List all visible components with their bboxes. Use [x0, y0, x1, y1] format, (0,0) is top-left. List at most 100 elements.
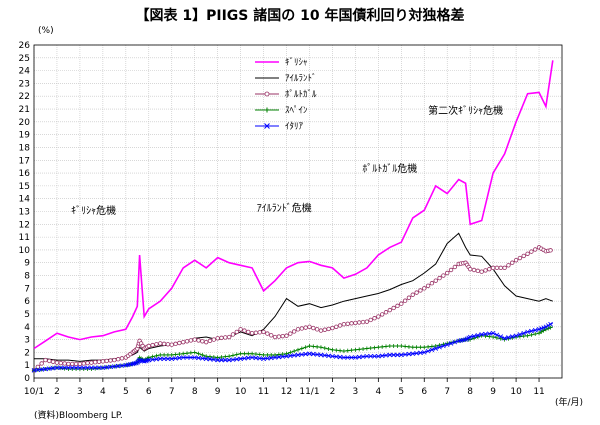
- series-marker: [333, 354, 339, 359]
- x-tick-label: 2: [330, 387, 336, 397]
- series-marker: [539, 329, 544, 334]
- series-marker: [541, 328, 546, 333]
- series-marker: [81, 365, 87, 371]
- series-marker: [223, 357, 228, 363]
- grid: [33, 44, 563, 379]
- series-marker: [525, 251, 530, 256]
- y-tick-label: 14: [19, 195, 31, 205]
- legend-marker: [264, 91, 270, 97]
- series-marker: [192, 355, 197, 360]
- series-marker: [479, 332, 484, 337]
- series-marker: [77, 361, 83, 367]
- y-tick-label: 20: [19, 118, 31, 128]
- series-marker: [403, 344, 408, 349]
- series-marker: [211, 355, 216, 360]
- legend-label: ｽﾍﾟｲﾝ: [285, 105, 308, 116]
- y-tick-label: 9: [24, 259, 30, 269]
- series-marker: [318, 345, 323, 350]
- series-marker: [483, 334, 488, 339]
- series-marker: [238, 356, 243, 362]
- series-marker: [318, 328, 324, 333]
- series-marker: [223, 354, 228, 359]
- series-marker: [429, 347, 435, 353]
- series-marker: [498, 334, 504, 339]
- series-marker: [238, 327, 243, 332]
- series-marker: [353, 347, 358, 352]
- series-marker: [100, 365, 106, 371]
- series-marker: [479, 269, 484, 274]
- series-marker: [96, 365, 102, 371]
- series-marker: [402, 298, 408, 303]
- series-marker: [292, 349, 297, 354]
- legend-item: ｱｲﾙﾗﾝﾄﾞ: [255, 73, 317, 84]
- legend-marker: [264, 123, 270, 129]
- legend-label: ｲﾀﾘｱ: [285, 121, 304, 132]
- x-axis-ticks: 10/1 2 3 4 5 6 7 8 9 10 11 12 11/1 2 3 4 5 6 7 8 9 10 11: [24, 378, 545, 397]
- x-tick-label: 9: [490, 387, 496, 397]
- series-marker: [368, 346, 373, 351]
- series-marker: [356, 354, 362, 360]
- series-marker: [203, 356, 209, 362]
- x-tick-label: 6: [146, 387, 152, 397]
- y-tick-label: 21: [19, 105, 30, 115]
- x-tick-label: 8: [467, 387, 473, 397]
- series-marker: [257, 352, 262, 357]
- series-marker: [188, 338, 194, 343]
- series-marker: [280, 352, 285, 357]
- series-marker: [154, 353, 159, 358]
- series-marker: [288, 331, 293, 336]
- series-marker: [338, 348, 343, 353]
- series-marker: [43, 357, 48, 363]
- series-marker: [472, 336, 476, 341]
- series-marker: [379, 353, 385, 359]
- series-marker: [192, 337, 197, 342]
- series-3: [31, 245, 553, 373]
- series-marker: [330, 347, 335, 352]
- series-marker: [188, 355, 194, 360]
- series-marker: [349, 348, 354, 353]
- series-marker: [490, 265, 496, 271]
- series-marker: [81, 361, 86, 366]
- series-marker: [391, 343, 396, 348]
- y-tick-label: 10: [19, 246, 31, 256]
- x-tick-label: 4: [375, 387, 381, 397]
- series-marker: [93, 360, 98, 365]
- series-marker: [414, 290, 419, 295]
- series-marker: [345, 355, 351, 360]
- series-marker: [165, 356, 171, 362]
- series-marker: [173, 352, 178, 357]
- series-marker: [169, 352, 174, 357]
- series-marker: [185, 351, 190, 356]
- series-marker: [322, 346, 327, 351]
- series-marker: [268, 355, 274, 361]
- series-marker: [521, 334, 526, 339]
- series-marker: [361, 346, 366, 351]
- series-marker: [234, 352, 239, 357]
- series-marker: [54, 360, 60, 365]
- series-marker: [62, 361, 67, 366]
- series-marker: [387, 352, 393, 358]
- series-marker: [525, 333, 530, 338]
- series-marker: [307, 324, 312, 329]
- series-marker: [303, 351, 308, 357]
- series-marker: [200, 339, 205, 344]
- series-marker: [180, 355, 186, 360]
- series-marker: [85, 360, 90, 366]
- series-marker: [311, 344, 316, 349]
- series-marker: [429, 344, 434, 349]
- series-marker: [257, 330, 262, 335]
- legend-label: ｷﾞﾘｼｬ: [285, 57, 308, 68]
- series-marker: [196, 338, 201, 343]
- series-marker: [112, 364, 117, 369]
- series-marker: [387, 307, 393, 313]
- series-marker: [425, 283, 431, 288]
- series-marker: [337, 323, 343, 328]
- source-note: (資料)Bloomberg LP.: [34, 409, 123, 421]
- series-marker: [387, 343, 392, 348]
- series-marker: [50, 359, 56, 364]
- series-marker: [543, 327, 548, 332]
- series-marker: [475, 268, 481, 274]
- x-tick-label: 7: [169, 387, 175, 397]
- series-marker: [506, 335, 511, 340]
- series-1: [33, 60, 554, 350]
